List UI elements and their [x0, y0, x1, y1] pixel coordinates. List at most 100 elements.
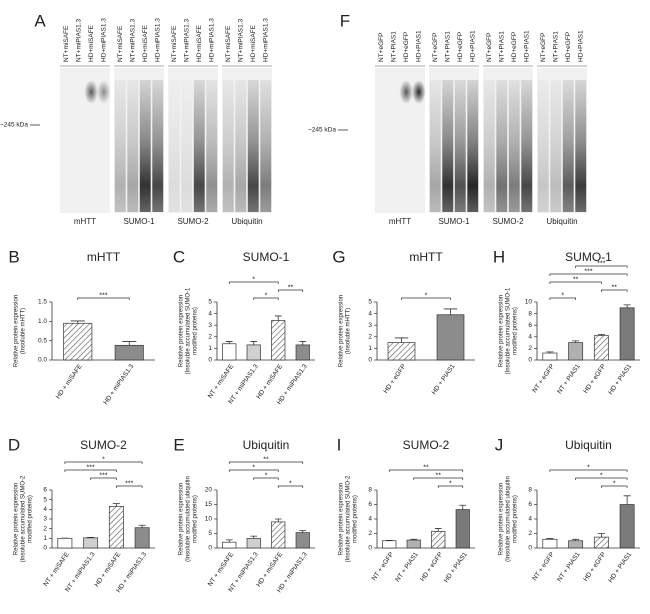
bar [295, 344, 310, 361]
bar [222, 541, 237, 549]
significance-bracket [601, 289, 628, 292]
lane-label: NT+PIAS1 [498, 31, 505, 62]
x-tick-label: HD + eGFP [582, 551, 607, 583]
significance-bracket [228, 469, 279, 472]
panel-letter: E [173, 435, 184, 454]
lane-label: NT+PIAS1 [444, 31, 451, 62]
y-tick-label: 0 [43, 545, 47, 552]
blot-lane [550, 80, 562, 212]
y-tick-label: 5 [208, 299, 212, 306]
panel-letter: H [493, 247, 505, 266]
lane-label: NT+eGFP [432, 33, 439, 62]
blot-lane [454, 80, 466, 212]
blot-label: mHTT [389, 217, 411, 226]
blot-lane [181, 80, 193, 212]
blot-lane [127, 80, 139, 212]
lane-label: HD+miPIAS1.3 [154, 18, 161, 62]
y-tick-label: 3 [43, 516, 47, 523]
y-tick-label: 0 [368, 357, 372, 364]
y-axis-label: modified proteins) [513, 307, 519, 355]
significance-label: * [600, 472, 603, 479]
bar [108, 506, 124, 549]
significance-bracket [401, 297, 451, 300]
x-tick-label: NT + eGFP [531, 551, 556, 582]
y-tick-label: 4 [208, 310, 212, 317]
significance-label: *** [99, 292, 107, 299]
x-tick-label: HD + eGFP [419, 551, 444, 583]
y-tick-label: 2 [43, 525, 47, 532]
lane-label: HD+miSAFE [142, 24, 149, 62]
error-bar [434, 528, 442, 532]
y-axis-label: Relative protein expression [179, 483, 185, 555]
error-bar [546, 538, 554, 540]
lane-label: NT+miSAFE [117, 25, 124, 62]
error-bar [250, 535, 258, 539]
significance-label: * [587, 464, 590, 471]
y-axis-label: (Insoluble accumulated SUMO-2 [346, 475, 352, 562]
y-tick-label: 4 [368, 310, 372, 317]
bar [619, 307, 635, 361]
y-tick-label: 5 [368, 299, 372, 306]
lane-label: HD+eGFP [457, 32, 464, 62]
blot-lane [496, 80, 508, 212]
significance-label: * [613, 480, 616, 487]
lane-label: HD+miPIAS1.3 [262, 18, 269, 62]
blot-lane [575, 80, 587, 212]
lane-label: HD+miSAFE [88, 24, 95, 62]
significance-label: *** [584, 268, 592, 275]
panel-letter: D [8, 435, 20, 454]
y-tick-label: 0 [368, 545, 372, 552]
blot-label: mHTT [74, 217, 96, 226]
error-bar [597, 334, 605, 336]
significance-bracket [388, 469, 464, 472]
blot-lane [114, 80, 126, 212]
y-tick-label: 1.0 [38, 318, 47, 325]
significance-label: * [252, 464, 255, 471]
lane-label: NT+miPIAS1.3 [75, 18, 82, 62]
significance-label: ** [263, 456, 269, 463]
blot-label: SUMO-1 [438, 217, 470, 226]
blot-label: SUMO-1 [123, 217, 155, 226]
error-bar [623, 304, 631, 308]
significance-label: ** [573, 276, 579, 283]
y-axis-label: (Insoluble mHTT) [346, 308, 352, 354]
significance-bracket [253, 297, 279, 300]
y-axis-label: modified proteins) [193, 495, 199, 543]
bar [295, 532, 310, 549]
lane-label: HD+PIAS1 [523, 30, 530, 62]
bar [246, 344, 261, 361]
lane-label: NT+PIAS1 [390, 31, 397, 62]
significance-bracket [601, 485, 628, 488]
bar [246, 538, 261, 549]
error-bar [225, 539, 233, 543]
y-axis-label: Relative protein expression [339, 295, 345, 367]
chart-title: SUMO-2 [403, 438, 450, 452]
y-tick-label: 2 [368, 334, 372, 341]
significance-bracket [413, 477, 464, 480]
y-tick-label: 5 [208, 530, 212, 537]
blot-lane [442, 80, 454, 212]
lane-label: HD+miSAFE [250, 24, 257, 62]
lane-label: HD+miSAFE [196, 24, 203, 62]
error-bar [274, 315, 282, 321]
error-bar [274, 518, 282, 522]
error-bar [572, 340, 580, 343]
significance-bracket [549, 297, 576, 300]
significance-label: ** [436, 472, 442, 479]
y-axis-label: modified proteins) [513, 495, 519, 543]
error-bar [572, 538, 580, 541]
significance-bracket [277, 485, 304, 488]
x-tick-label: NT + eGFP [371, 551, 396, 582]
error-bar [70, 320, 85, 324]
panel-letter: F [340, 11, 350, 30]
error-bar [112, 503, 120, 507]
significance-label: *** [87, 464, 95, 471]
bar [382, 540, 397, 549]
x-tick-label: HD + PIAS1 [443, 551, 469, 584]
lane-label: NT+eGFP [540, 33, 547, 62]
y-tick-label: 0 [208, 545, 212, 552]
lane-label: HD+miPIAS1.3 [100, 18, 107, 62]
significance-bracket [64, 461, 143, 464]
bar [387, 342, 416, 361]
significance-bracket [575, 265, 628, 268]
